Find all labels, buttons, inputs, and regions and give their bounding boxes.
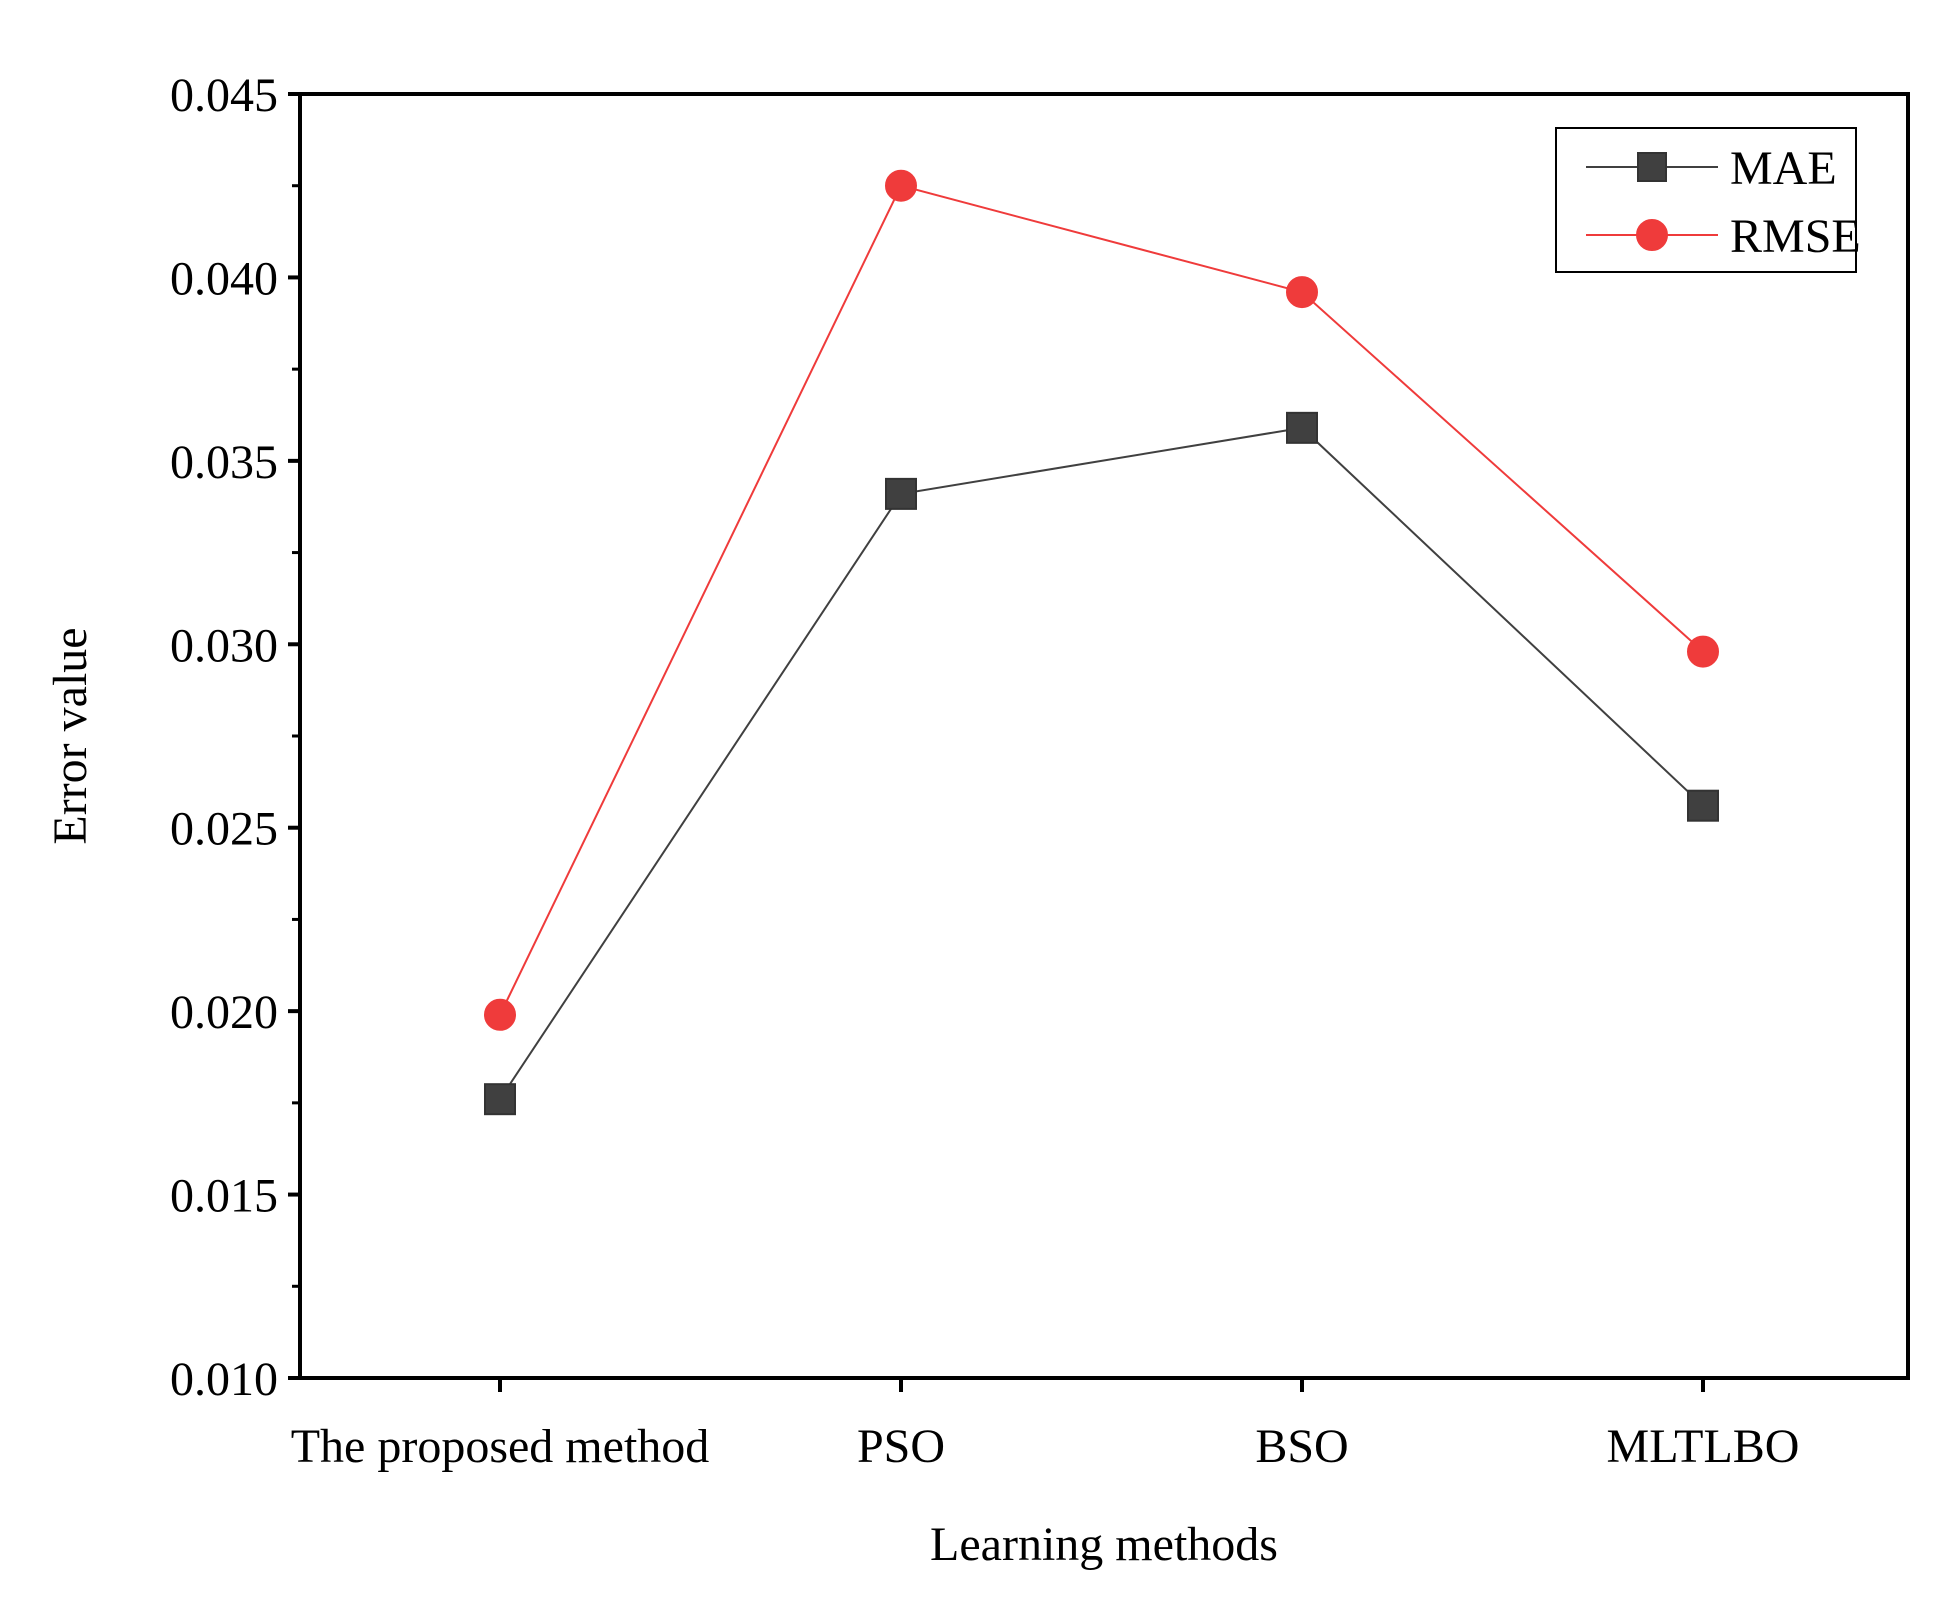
plot-frame [298, 92, 1910, 1380]
rmse-data-point [1286, 276, 1318, 309]
x-tick-label: BSO [1255, 1420, 1348, 1473]
y-tick-label: 0.010 [170, 1353, 278, 1406]
x-axis-ticks: The proposed method PSO BSO MLTLBO [291, 1378, 1800, 1473]
y-tick-label: 0.020 [170, 986, 278, 1039]
x-tick-label: The proposed method [291, 1420, 710, 1473]
rmse-series-line [499, 184, 1704, 1016]
rmse-data-point [885, 169, 917, 202]
mae-data-point [1687, 789, 1719, 822]
y-tick-label: 0.035 [170, 436, 278, 489]
y-tick-label: 0.015 [170, 1170, 278, 1223]
x-tick-label: MLTLBO [1607, 1420, 1800, 1473]
legend: MAE RMSE [1555, 127, 1861, 273]
legend-label-mae: MAE [1730, 142, 1837, 195]
y-tick-label: 0.040 [170, 252, 278, 305]
series-mae [484, 411, 1719, 1116]
legend-box [1555, 127, 1857, 273]
x-axis-label: Learning methods [930, 1518, 1278, 1571]
y-tick-label: 0.045 [170, 69, 278, 122]
y-axis-ticks: 0.010 0.015 0.020 0.025 0.030 0.035 0.040 0.045 [170, 69, 300, 1406]
mae-data-point [484, 1083, 516, 1116]
rmse-data-point [484, 998, 516, 1031]
legend-marker-rmse [1636, 219, 1668, 251]
mae-series-line [499, 426, 1704, 1100]
x-tick-label: PSO [857, 1420, 945, 1473]
mae-data-point [885, 477, 917, 510]
y-tick-label: 0.030 [170, 619, 278, 672]
legend-marker-mae [1637, 152, 1667, 182]
y-axis-label: Error value [44, 627, 97, 844]
y-tick-label: 0.025 [170, 803, 278, 856]
rmse-data-point [1687, 635, 1719, 668]
series-layer [484, 169, 1719, 1116]
legend-label-rmse: RMSE [1730, 210, 1861, 263]
mae-data-point [1286, 411, 1318, 444]
series-rmse [484, 169, 1719, 1031]
